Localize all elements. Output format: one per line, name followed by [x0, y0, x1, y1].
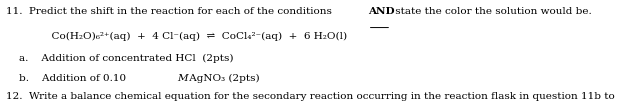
Text: state the color the solution would be.: state the color the solution would be.	[392, 7, 591, 16]
Text: a.    Addition of concentrated HCl  (2pts): a. Addition of concentrated HCl (2pts)	[6, 54, 234, 63]
Text: AgNO₃ (2pts): AgNO₃ (2pts)	[186, 74, 260, 83]
Text: b.    Addition of 0.10: b. Addition of 0.10	[6, 74, 130, 83]
Text: 12.  Write a balance chemical equation for the secondary reaction occurring in t: 12. Write a balance chemical equation fo…	[6, 92, 615, 101]
Text: 11.  Predict the shift in the reaction for each of the conditions: 11. Predict the shift in the reaction fo…	[6, 7, 336, 16]
Text: M: M	[177, 74, 188, 83]
Text: AND: AND	[368, 7, 394, 16]
Text: Co(H₂O)₆²⁺(aq)  +  4 Cl⁻(aq)  ⇌  CoCl₄²⁻(aq)  +  6 H₂O(l): Co(H₂O)₆²⁺(aq) + 4 Cl⁻(aq) ⇌ CoCl₄²⁻(aq)…	[6, 32, 347, 41]
